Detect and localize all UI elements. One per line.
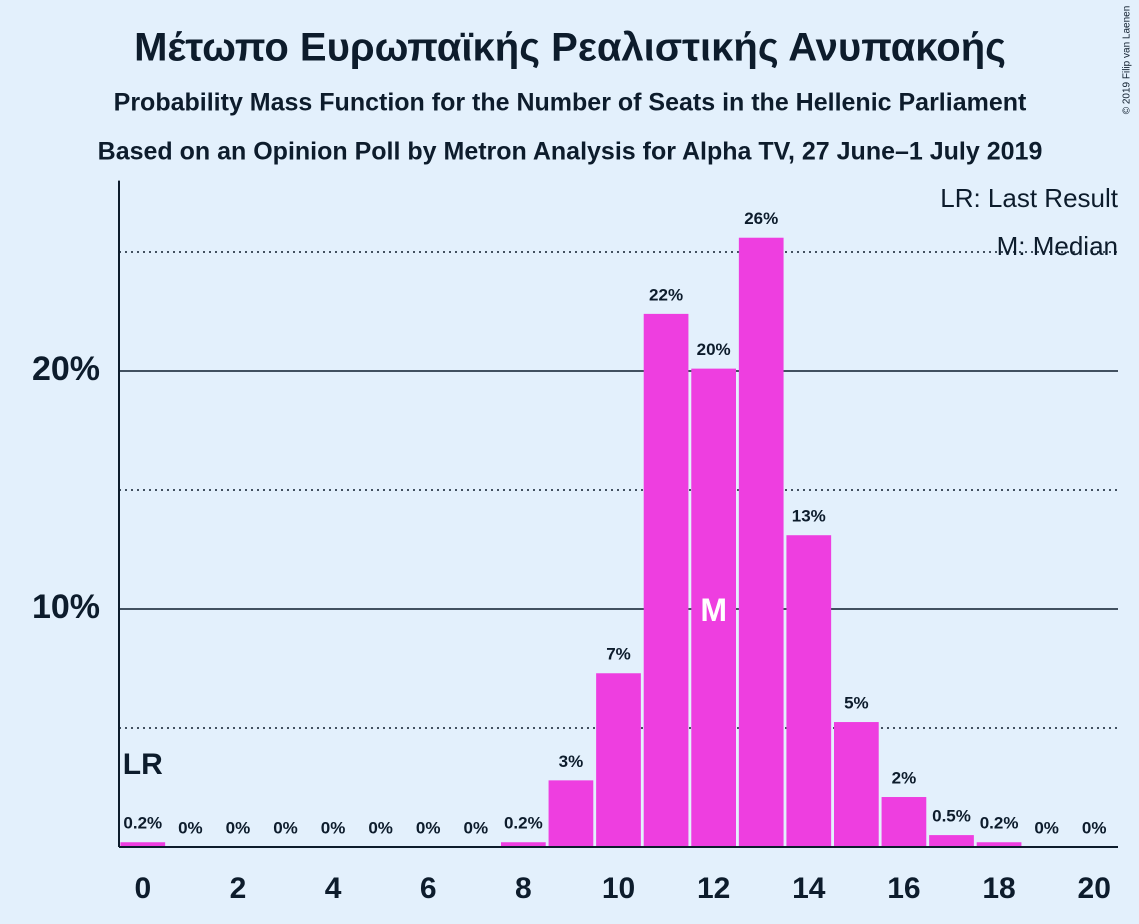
- x-tick-label: 14: [792, 872, 826, 905]
- bar: [548, 780, 594, 847]
- value-label: 2%: [892, 769, 917, 788]
- x-tick-label: 18: [982, 872, 1015, 905]
- y-tick-label: 10%: [32, 588, 100, 626]
- last-result-marker: LR: [123, 748, 163, 781]
- bar: [881, 797, 927, 847]
- value-label: 22%: [649, 285, 683, 304]
- y-tick-label: 20%: [32, 350, 100, 388]
- value-label: 0.2%: [504, 814, 543, 833]
- x-tick-label: 8: [515, 872, 532, 905]
- bar: [643, 313, 689, 847]
- x-tick-label: 0: [134, 872, 151, 905]
- x-tick-label: 16: [887, 872, 920, 905]
- value-label: 0%: [463, 818, 488, 837]
- value-label: 0%: [368, 818, 393, 837]
- value-label: 0.5%: [932, 807, 971, 826]
- bar: [929, 835, 974, 847]
- x-tick-label: 10: [602, 872, 635, 905]
- value-label: 0%: [1082, 818, 1107, 837]
- value-label: 0%: [178, 818, 203, 837]
- value-label: 7%: [606, 645, 631, 664]
- value-label: 5%: [844, 694, 869, 713]
- value-label: 20%: [697, 340, 731, 359]
- value-label: 13%: [792, 507, 826, 526]
- bar: [833, 722, 879, 847]
- median-marker: M: [700, 592, 727, 628]
- value-label: 0%: [273, 818, 298, 837]
- bar: [500, 842, 546, 847]
- bar: [786, 535, 832, 847]
- value-label: 3%: [559, 752, 584, 771]
- value-label: 0.2%: [980, 814, 1019, 833]
- x-tick-label: 20: [1078, 872, 1111, 905]
- bar: [976, 842, 1022, 847]
- x-tick-label: 4: [325, 872, 342, 905]
- bar: [120, 842, 166, 847]
- copyright: © 2019 Filip van Laenen: [1122, 6, 1133, 115]
- subtitle: Based on an Opinion Poll by Metron Analy…: [98, 138, 1043, 166]
- subtitle: Probability Mass Function for the Number…: [114, 89, 1027, 117]
- value-label: 0%: [226, 818, 251, 837]
- bar: [738, 237, 784, 848]
- x-tick-label: 2: [230, 872, 247, 905]
- bar: [691, 368, 737, 847]
- value-label: 0%: [321, 818, 346, 837]
- x-tick-label: 6: [420, 872, 437, 905]
- value-label: 0%: [416, 818, 441, 837]
- value-label: 0.2%: [123, 814, 162, 833]
- x-tick-label: 12: [697, 872, 730, 905]
- legend-entry: LR: Last Result: [940, 183, 1119, 213]
- legend-entry: M: Median: [997, 231, 1118, 261]
- chart-title: Μέτωπο Ευρωπαϊκής Ρεαλιστικής Ανυπακοής: [134, 26, 1006, 70]
- value-label: 26%: [744, 209, 778, 228]
- value-label: 0%: [1034, 818, 1059, 837]
- bar: [596, 673, 641, 847]
